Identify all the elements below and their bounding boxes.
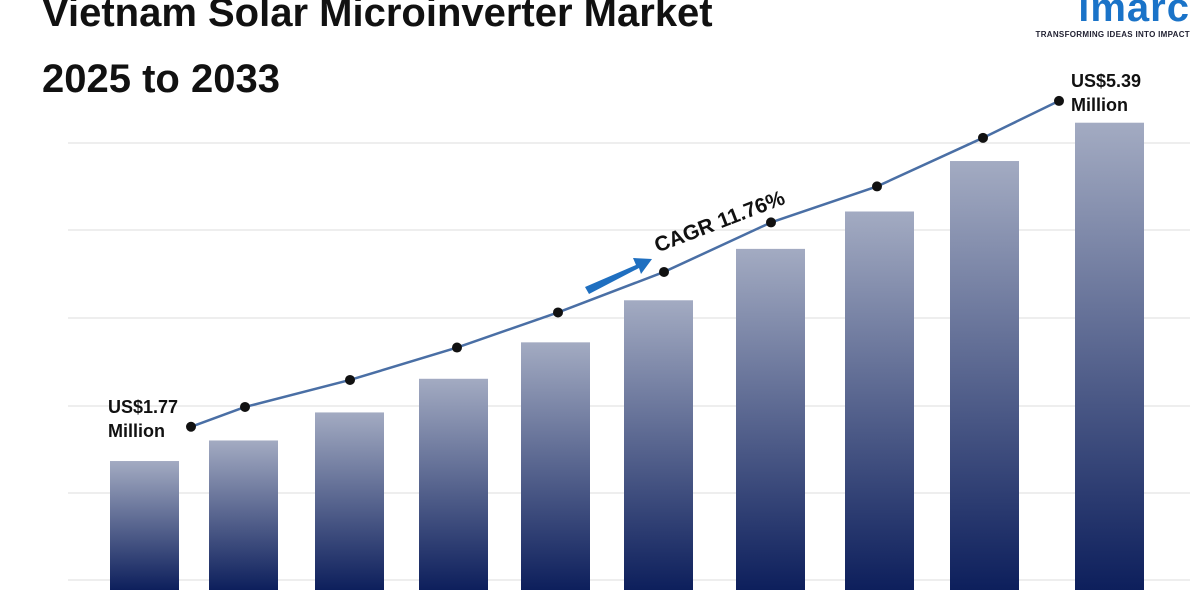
- bar: [209, 440, 278, 590]
- trend-point: [872, 181, 882, 192]
- trend-point: [978, 132, 988, 143]
- trend-point: [240, 401, 250, 412]
- cagr-arrow: [585, 258, 652, 294]
- bar: [736, 248, 805, 591]
- bar: [624, 300, 693, 590]
- chart-title: Vietnam Solar Microinverter Market 2025 …: [42, 0, 713, 101]
- value-label: US$1.77 Million: [108, 396, 179, 441]
- bar: [110, 461, 179, 590]
- trend-point: [452, 342, 462, 353]
- bar: [950, 161, 1019, 590]
- logo-name: imarc: [1078, 0, 1190, 30]
- trend-point: [553, 307, 563, 318]
- bar: [845, 211, 914, 590]
- trend-point: [766, 217, 776, 228]
- trend-point: [659, 266, 669, 277]
- trend-point: [345, 374, 355, 385]
- bar: [1075, 122, 1144, 590]
- value-label: US$5.39 Million: [1071, 70, 1142, 115]
- trend-point: [1054, 95, 1064, 106]
- trend-point: [186, 421, 196, 432]
- bar: [521, 342, 590, 590]
- logo: imarc TRANSFORMING IDEAS INTO IMPACT: [1036, 0, 1190, 39]
- bar: [315, 412, 384, 590]
- bar: [419, 378, 488, 590]
- logo-tagline: TRANSFORMING IDEAS INTO IMPACT: [1035, 30, 1190, 39]
- trend-line: [190, 99, 1060, 428]
